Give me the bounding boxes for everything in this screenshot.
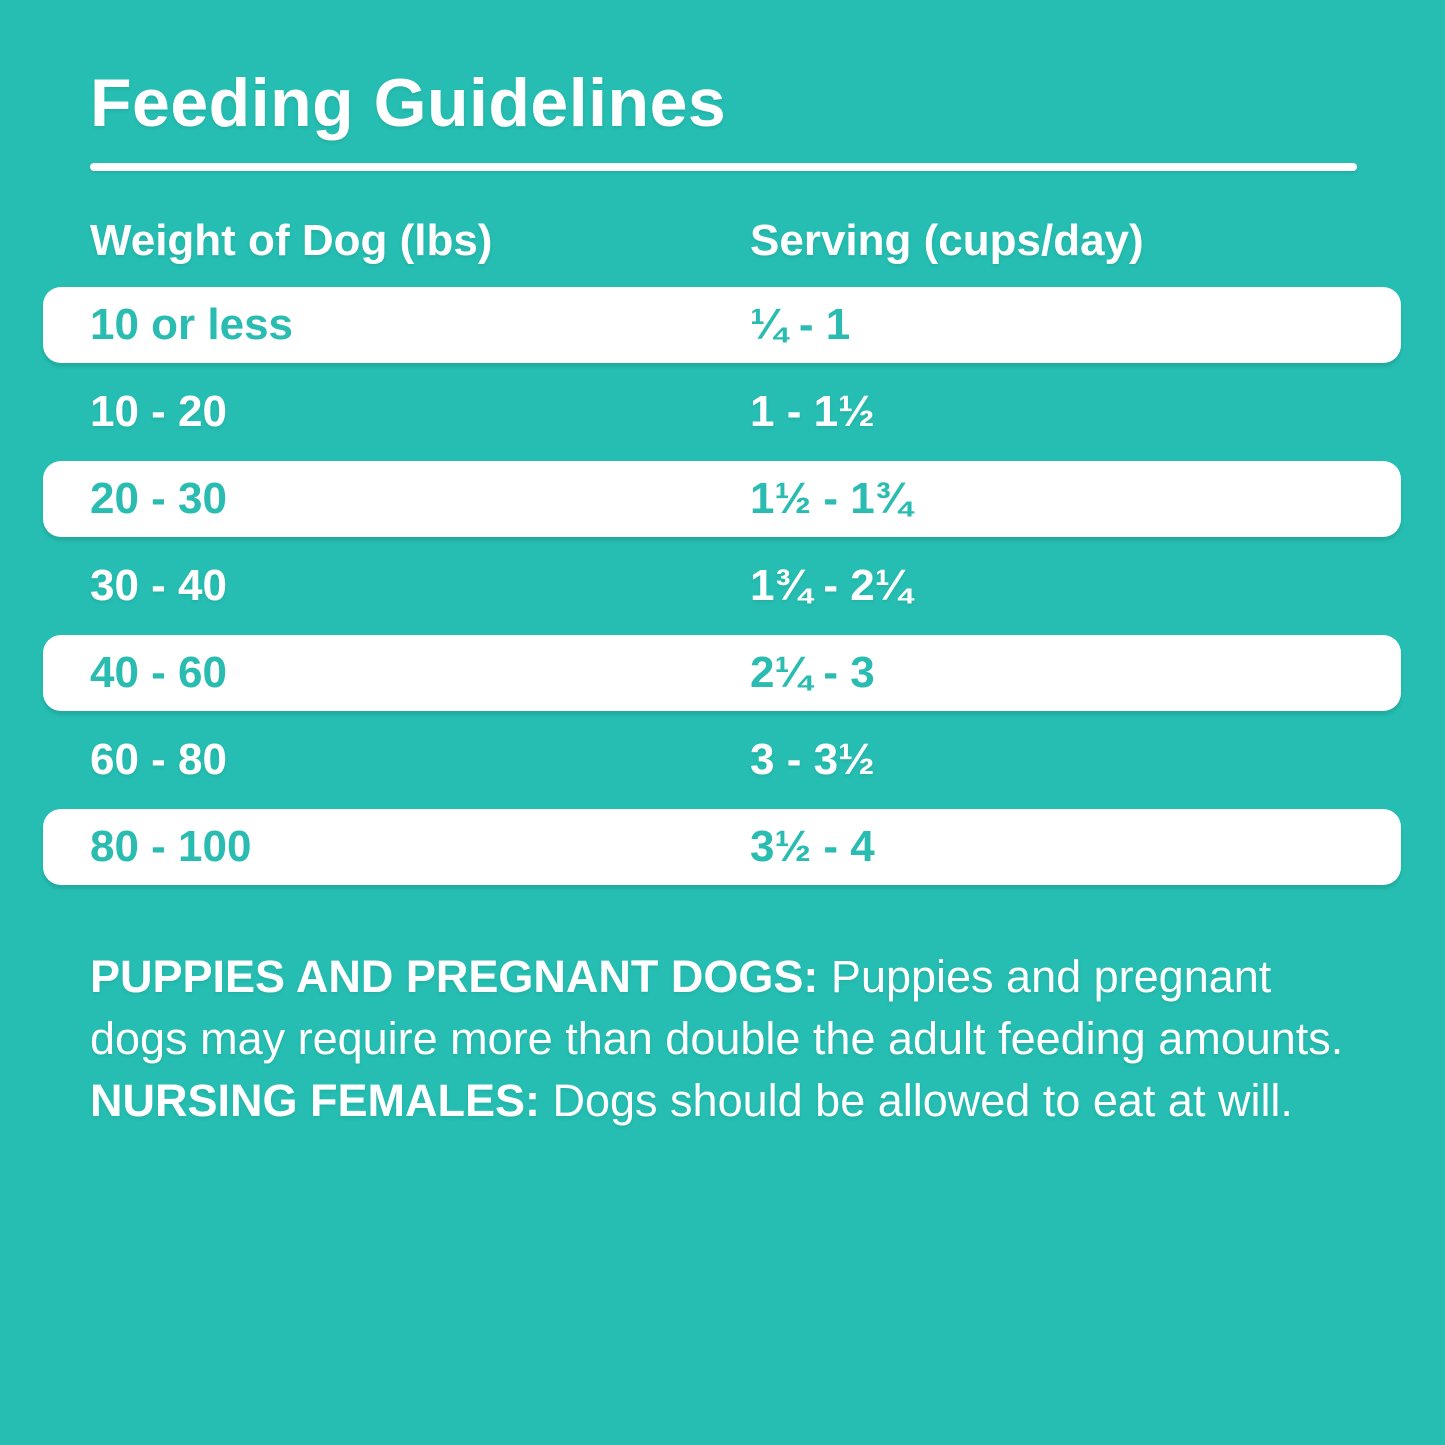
column-header-weight: Weight of Dog (lbs)	[90, 216, 493, 265]
serving-cell: 1½ - 1¾	[750, 474, 912, 523]
weight-cell: 20 - 30	[90, 474, 227, 523]
weight-cell: 10 or less	[90, 300, 294, 349]
serving-cell: 2¼ - 3	[750, 648, 875, 697]
serving-cell: 1 - 1½	[750, 387, 875, 436]
table-row: 10 or less ¼ - 1	[43, 287, 1401, 363]
table-row: 40 - 60 2¼ - 3	[43, 635, 1401, 711]
weight-cell: 10 - 20	[90, 387, 227, 436]
title-divider	[90, 163, 1357, 171]
footer-text-puppies: Puppies and pregnant dogs may require mo…	[90, 951, 1344, 1064]
table-row: 20 - 30 1½ - 1¾	[43, 461, 1401, 537]
serving-cell: 1¾ - 2¼	[750, 561, 912, 610]
footer-bold-nursing: NURSING FEMALES:	[90, 1075, 540, 1126]
table-row: 80 - 100 3½ - 4	[43, 809, 1401, 885]
weight-cell: 40 - 60	[90, 648, 227, 697]
column-header-serving: Serving (cups/day)	[750, 216, 1144, 265]
footer-bold-puppies: PUPPIES AND PREGNANT DOGS:	[90, 951, 819, 1002]
footer-note: PUPPIES AND PREGNANT DOGS: Puppies and p…	[90, 946, 1370, 1132]
table-row: 10 - 20 1 - 1½	[43, 374, 1401, 450]
weight-cell: 60 - 80	[90, 735, 227, 784]
table-header-row: Weight of Dog (lbs) Serving (cups/day)	[90, 216, 1357, 266]
page-title: Feeding Guidelines	[90, 65, 727, 141]
serving-cell: 3½ - 4	[750, 822, 875, 871]
feeding-table: 10 or less ¼ - 1 10 - 20 1 - 1½ 20 - 30 …	[43, 287, 1401, 896]
footer-text-nursing: Dogs should be allowed to eat at will.	[540, 1075, 1293, 1126]
table-row: 60 - 80 3 - 3½	[43, 722, 1401, 798]
serving-cell: ¼ - 1	[750, 300, 851, 349]
table-row: 30 - 40 1¾ - 2¼	[43, 548, 1401, 624]
weight-cell: 30 - 40	[90, 561, 227, 610]
serving-cell: 3 - 3½	[750, 735, 875, 784]
weight-cell: 80 - 100	[90, 822, 252, 871]
